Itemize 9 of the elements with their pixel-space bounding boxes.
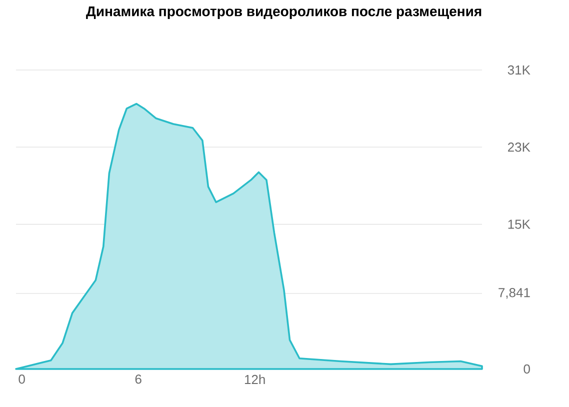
- x-tick-label: 6: [135, 374, 142, 384]
- x-tick-label: 12h: [244, 374, 265, 384]
- y-tick-label: 15K: [508, 220, 530, 229]
- chart-title: Динамика просмотров видеороликов после размещения: [86, 6, 482, 20]
- y-tick-label: 23K: [508, 142, 530, 152]
- x-tick-label: 0: [18, 374, 25, 384]
- y-tick-label: 31K: [508, 65, 530, 75]
- y-tick-label: 7,841: [498, 288, 530, 299]
- y-tick-label: 0: [524, 364, 530, 374]
